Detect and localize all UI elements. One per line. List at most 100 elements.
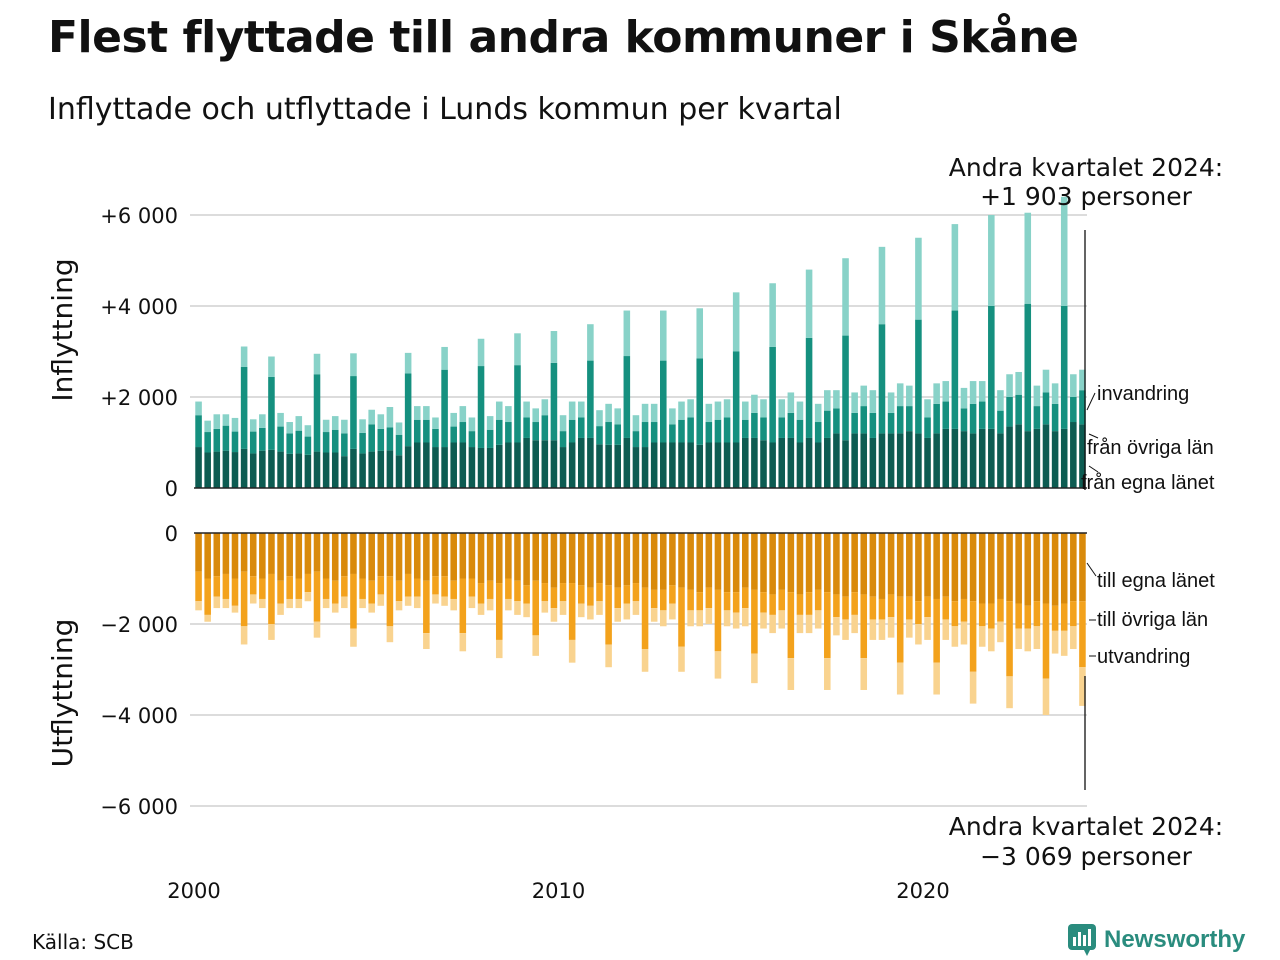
bar-outflow-segment	[769, 533, 776, 595]
bar-outflow-segment	[742, 533, 749, 588]
bar-inflow-segment	[486, 447, 494, 488]
bar-inflow-segment	[268, 449, 275, 488]
bar-outflow-segment	[1042, 678, 1050, 715]
bar-inflow-segment	[368, 424, 375, 452]
bar-outflow-segment	[851, 614, 858, 634]
bar-outflow-segment	[514, 533, 521, 581]
y-tick-label-bottom: −6 000	[100, 795, 178, 819]
bar-inflow-segment	[532, 422, 539, 441]
bar-outflow-segment	[359, 533, 366, 579]
bar-outflow-segment	[687, 610, 694, 627]
source-note: Källa: SCB	[32, 930, 134, 954]
bar-inflow-segment	[878, 324, 886, 434]
bar-outflow-segment	[541, 601, 549, 613]
bar-inflow-segment	[559, 431, 567, 448]
bar-inflow-segment	[1033, 385, 1041, 407]
brand-name: Newsworthy	[1104, 926, 1246, 953]
bar-inflow-segment	[523, 417, 530, 438]
bar-inflow-segment	[596, 410, 603, 427]
bar-inflow-segment	[331, 429, 339, 453]
bar-outflow-segment	[678, 533, 685, 588]
bar-inflow-segment	[413, 442, 421, 488]
bar-outflow-segment	[505, 533, 512, 579]
bar-inflow-segment	[696, 358, 704, 445]
bar-inflow-segment	[359, 432, 366, 454]
bar-inflow-segment	[341, 419, 348, 434]
bar-outflow-segment	[805, 533, 813, 593]
bar-outflow-segment	[906, 533, 913, 597]
bar-inflow-segment	[477, 338, 485, 367]
bar-outflow-segment	[951, 626, 959, 647]
bar-outflow-segment	[933, 598, 940, 663]
bar-outflow-segment	[896, 533, 904, 597]
bar-outflow-segment	[1051, 630, 1059, 654]
bar-outflow-segment	[213, 533, 221, 577]
bar-inflow-segment	[751, 437, 758, 488]
bar-inflow-segment	[951, 224, 959, 311]
bar-outflow-segment	[933, 662, 940, 695]
bar-outflow-segment	[951, 601, 959, 627]
bar-outflow-segment	[523, 585, 530, 604]
bar-outflow-segment	[423, 533, 430, 581]
bar-outflow-segment	[1024, 533, 1032, 606]
bar-inflow-segment	[824, 437, 831, 488]
bar-outflow-segment	[231, 533, 239, 579]
bar-outflow-segment	[222, 573, 230, 599]
bar-outflow-segment	[997, 598, 1004, 622]
bar-outflow-segment	[468, 578, 476, 597]
bar-outflow-segment	[824, 592, 831, 659]
bar-outflow-segment	[860, 594, 868, 659]
bar-inflow-segment	[742, 401, 749, 420]
bar-outflow-segment	[787, 658, 795, 690]
bar-inflow-segment	[395, 434, 403, 456]
bar-outflow-segment	[751, 589, 758, 654]
bar-inflow-segment	[997, 390, 1004, 411]
bar-outflow-segment	[978, 603, 986, 627]
bar-inflow-segment	[468, 447, 476, 488]
bar-inflow-segment	[213, 428, 221, 452]
bar-inflow-segment	[751, 394, 758, 413]
bar-outflow-segment	[441, 596, 448, 606]
bar-inflow-segment	[650, 442, 658, 488]
bar-outflow-segment	[286, 598, 293, 609]
brand-logo[interactable]: Newsworthy	[1068, 924, 1245, 956]
bar-outflow-segment	[1006, 676, 1013, 709]
bar-outflow-segment	[742, 587, 749, 609]
bar-outflow-segment	[550, 587, 558, 609]
bar-inflow-segment	[350, 353, 357, 377]
bar-inflow-segment	[969, 433, 977, 488]
bar-outflow-segment	[313, 621, 321, 638]
bar-inflow-segment	[760, 417, 767, 441]
bar-outflow-segment	[723, 592, 731, 611]
bar-outflow-segment	[559, 583, 567, 602]
bar-inflow-segment	[286, 422, 293, 434]
legend-till-ovriga: till övriga län	[1097, 609, 1208, 631]
bar-outflow-segment	[386, 533, 394, 577]
bar-inflow-segment	[331, 416, 339, 430]
bar-inflow-segment	[523, 401, 530, 418]
bar-inflow-segment	[714, 419, 722, 443]
bar-outflow-segment	[377, 594, 385, 606]
bar-inflow-segment	[295, 430, 303, 454]
bar-outflow-segment	[833, 594, 840, 618]
bar-inflow-segment	[587, 437, 594, 488]
bar-outflow-segment	[386, 576, 394, 627]
bar-inflow-segment	[295, 453, 303, 488]
bar-inflow-segment	[988, 306, 995, 429]
bar-outflow-segment	[477, 583, 485, 604]
bar-inflow-segment	[450, 442, 457, 488]
bar-outflow-segment	[833, 533, 840, 595]
bar-inflow-segment	[915, 319, 922, 434]
bar-outflow-segment	[814, 589, 822, 611]
bar-outflow-segment	[924, 596, 931, 618]
bar-outflow-segment	[1015, 628, 1022, 650]
bar-inflow-segment	[541, 399, 549, 416]
bar-outflow-segment	[896, 596, 904, 663]
bar-inflow-segment	[441, 369, 448, 448]
bar-inflow-segment	[240, 448, 248, 488]
bar-inflow-segment	[432, 428, 439, 448]
bar-outflow-segment	[605, 585, 612, 645]
bar-outflow-segment	[1060, 603, 1068, 631]
bar-inflow-segment	[1006, 397, 1013, 427]
bar-inflow-segment	[413, 419, 421, 443]
